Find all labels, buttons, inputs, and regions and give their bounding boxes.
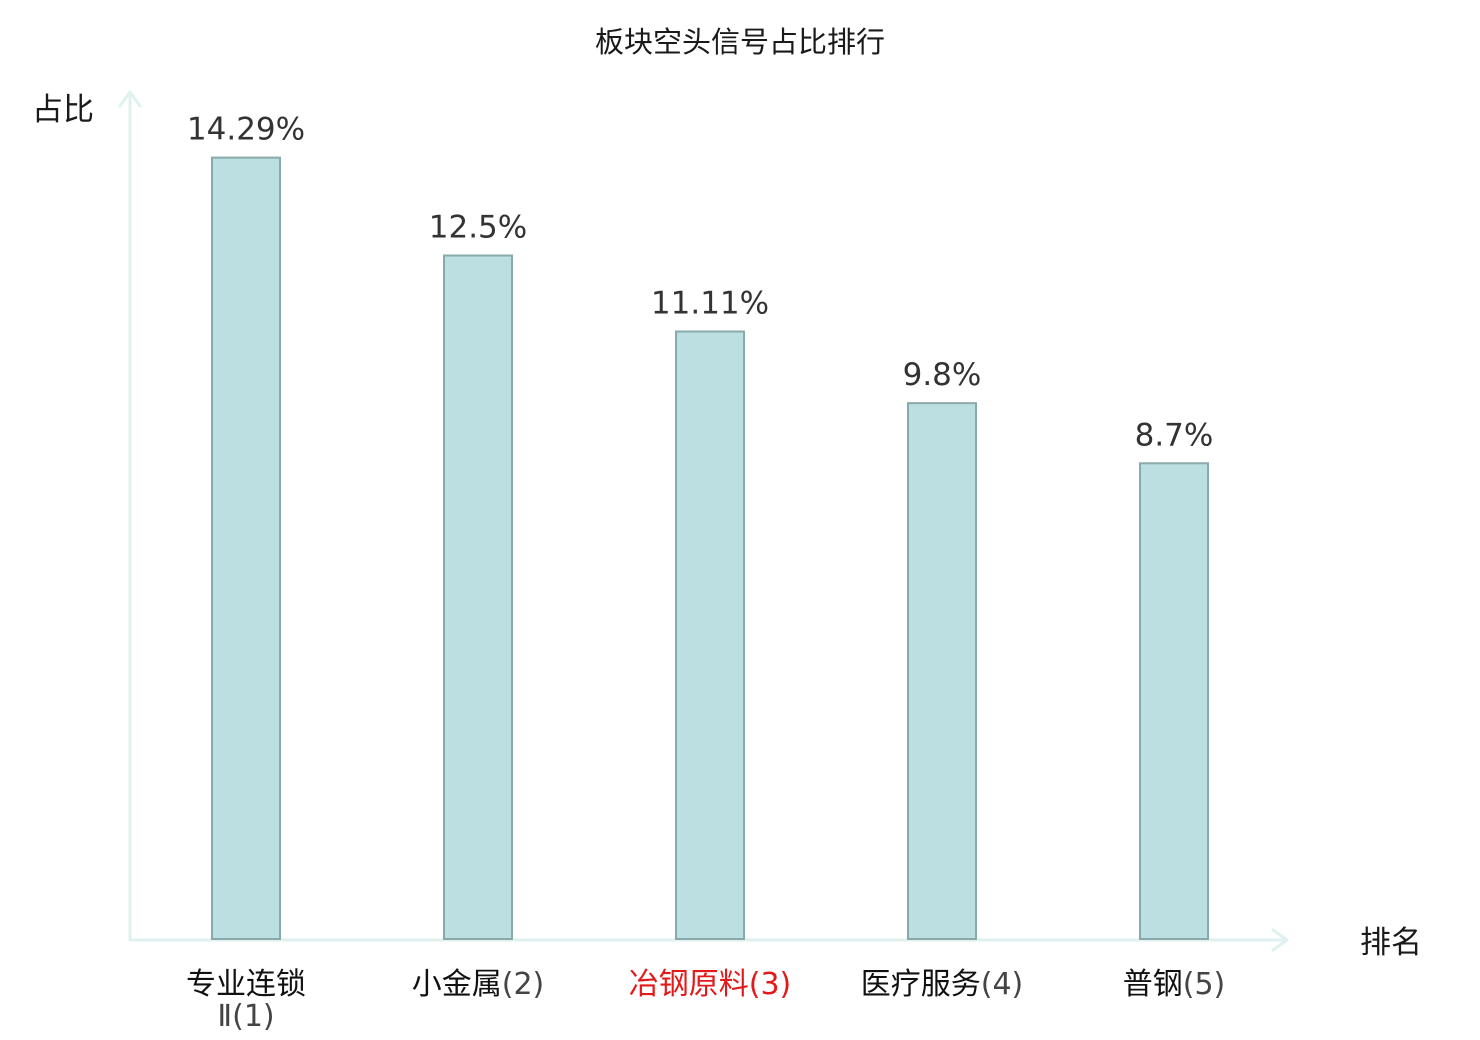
category-label-2: 小金属(2) bbox=[412, 967, 545, 1002]
y-axis-arrow bbox=[118, 90, 142, 108]
value-label-4: 9.8% bbox=[903, 357, 982, 393]
x-axis: 排名 bbox=[130, 925, 1422, 961]
category-label-1: 专业连锁 Ⅱ(1) bbox=[186, 967, 306, 1034]
value-labels-group: 14.29% 12.5% 11.11% 9.8% 8.7% bbox=[187, 112, 1213, 454]
y-axis: 占比 bbox=[32, 90, 142, 941]
x-axis-label: 排名 bbox=[1360, 925, 1422, 961]
bar-3 bbox=[675, 330, 745, 940]
bars-group bbox=[211, 156, 1209, 940]
bar-1 bbox=[211, 156, 281, 940]
category-label-3: 冶钢原料(3) bbox=[629, 967, 792, 1002]
value-label-2: 12.5% bbox=[429, 210, 527, 246]
chart-title: 板块空头信号占比排行 bbox=[595, 25, 885, 59]
category-labels-group: 专业连锁 Ⅱ(1) 小金属(2) 冶钢原料(3) 医疗服务(4) 普钢(5) bbox=[186, 967, 1225, 1034]
bar-4 bbox=[907, 402, 977, 940]
bar-2 bbox=[443, 254, 513, 940]
x-axis-arrow bbox=[1271, 928, 1289, 952]
bar-5 bbox=[1139, 462, 1209, 940]
value-label-3: 11.11% bbox=[651, 286, 769, 322]
category-label-4: 医疗服务(4) bbox=[861, 967, 1024, 1002]
y-axis-label: 占比 bbox=[32, 92, 94, 128]
category-label-5: 普钢(5) bbox=[1123, 967, 1226, 1002]
value-label-5: 8.7% bbox=[1135, 417, 1214, 453]
value-label-1: 14.29% bbox=[187, 112, 305, 148]
